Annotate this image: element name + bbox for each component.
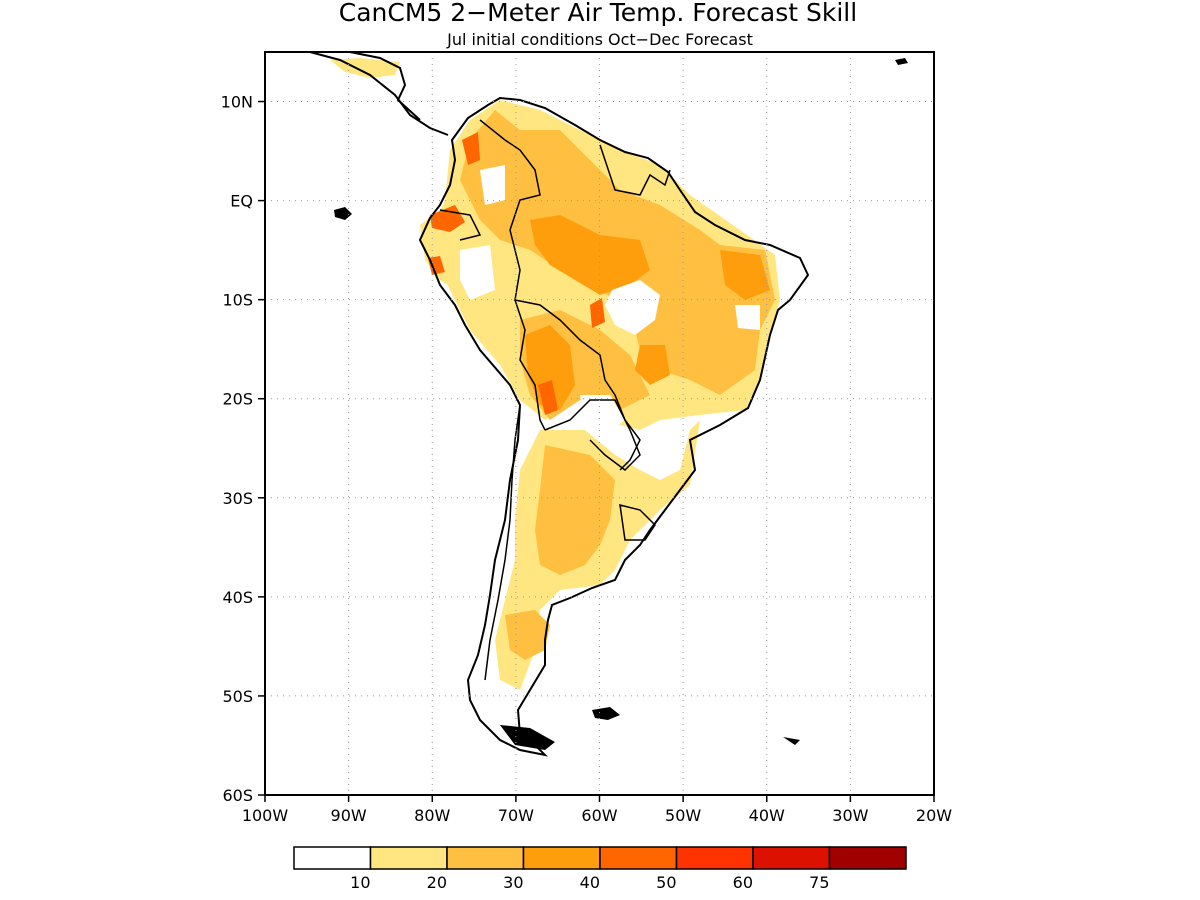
x-tick-label: 30W bbox=[832, 806, 868, 825]
legend-swatch bbox=[446, 846, 525, 870]
legend-swatch bbox=[599, 846, 678, 870]
skill-hole-brazil-center bbox=[605, 280, 660, 335]
legend-label: 75 bbox=[809, 873, 829, 892]
skill-region-30-40-amazon bbox=[530, 215, 650, 295]
south-america-coastline bbox=[418, 96, 810, 757]
skill-hole-brazil-east bbox=[735, 305, 760, 330]
figure-title: CanCM5 2−Meter Air Temp. Forecast Skill bbox=[339, 0, 857, 27]
x-tick-label: 100W bbox=[242, 806, 289, 825]
x-tick-label: 90W bbox=[331, 806, 367, 825]
skill-region-30-40-bolivia bbox=[525, 325, 575, 410]
x-tick-label: 20W bbox=[916, 806, 952, 825]
falkland-islands bbox=[592, 707, 620, 720]
legend-swatch bbox=[293, 846, 372, 870]
border-paraguay bbox=[544, 399, 641, 471]
skill-region-40-50-peru bbox=[430, 205, 465, 232]
galapagos-islands bbox=[334, 207, 352, 220]
central-america-coastline bbox=[309, 52, 449, 136]
y-tick-label: 10N bbox=[221, 93, 253, 112]
legend-label: 50 bbox=[656, 873, 676, 892]
y-tick-label: 20S bbox=[222, 390, 253, 409]
skill-hole-paraguay bbox=[580, 395, 625, 435]
country-borders bbox=[439, 119, 671, 681]
y-tick-label: EQ bbox=[230, 192, 253, 211]
skill-region-40-50-colombia bbox=[462, 132, 480, 165]
legend-label: 30 bbox=[503, 873, 523, 892]
border-uruguay bbox=[619, 504, 656, 541]
legend-label: 10 bbox=[350, 873, 370, 892]
skill-region-30-40-central bbox=[635, 345, 670, 385]
legend-label: 60 bbox=[733, 873, 753, 892]
legend-swatch bbox=[369, 846, 448, 870]
skill-region-30-40-brazil bbox=[720, 250, 770, 300]
border-peru-bolivia bbox=[514, 299, 546, 431]
skill-region-40-50-amazon bbox=[590, 298, 605, 328]
border-argentina-chile bbox=[484, 404, 521, 681]
skill-region-40-50-bolivia bbox=[538, 380, 558, 415]
x-axis: 100W 90W 80W 70W 60W 50W 40W 30W 20W bbox=[242, 795, 952, 825]
figure-subtitle: Jul initial conditions Oct−Dec Forecast bbox=[446, 30, 753, 49]
y-tick-label: 10S bbox=[222, 291, 253, 310]
y-tick-label: 50S bbox=[222, 687, 253, 706]
islands bbox=[334, 58, 908, 750]
skill-region-20-30-south bbox=[535, 445, 615, 575]
legend-label: 20 bbox=[427, 873, 447, 892]
y-tick-label: 30S bbox=[222, 489, 253, 508]
legend-swatch bbox=[828, 846, 907, 870]
map-plot-area bbox=[265, 52, 934, 795]
border-colombia-venezuela bbox=[479, 119, 541, 231]
legend-swatch bbox=[752, 846, 831, 870]
color-legend: 10 20 30 40 50 60 75 bbox=[293, 846, 907, 892]
legend-swatch bbox=[675, 846, 754, 870]
skill-region-40-50-ecuador bbox=[428, 256, 445, 275]
legend-swatch bbox=[522, 846, 601, 870]
x-tick-label: 40W bbox=[749, 806, 785, 825]
x-tick-label: 80W bbox=[414, 806, 450, 825]
x-tick-label: 60W bbox=[581, 806, 617, 825]
border-ecuador bbox=[439, 209, 482, 241]
border-guianas bbox=[599, 144, 671, 196]
caribbean-island bbox=[895, 58, 908, 65]
x-tick-label: 70W bbox=[498, 806, 534, 825]
coastline-outline bbox=[309, 52, 810, 757]
legend-label: 40 bbox=[580, 873, 600, 892]
x-tick-label: 50W bbox=[665, 806, 701, 825]
y-tick-label: 40S bbox=[222, 588, 253, 607]
tierra-del-fuego bbox=[500, 725, 555, 750]
skill-hole-peru bbox=[460, 245, 495, 300]
y-tick-label: 60S bbox=[222, 786, 253, 805]
y-axis: 10N EQ 10S 20S 30S 40S 50S 60S bbox=[221, 93, 265, 805]
caribbean-coastline bbox=[349, 52, 421, 121]
skill-hole-amazon-west bbox=[480, 165, 505, 205]
south-georgia bbox=[783, 737, 800, 745]
